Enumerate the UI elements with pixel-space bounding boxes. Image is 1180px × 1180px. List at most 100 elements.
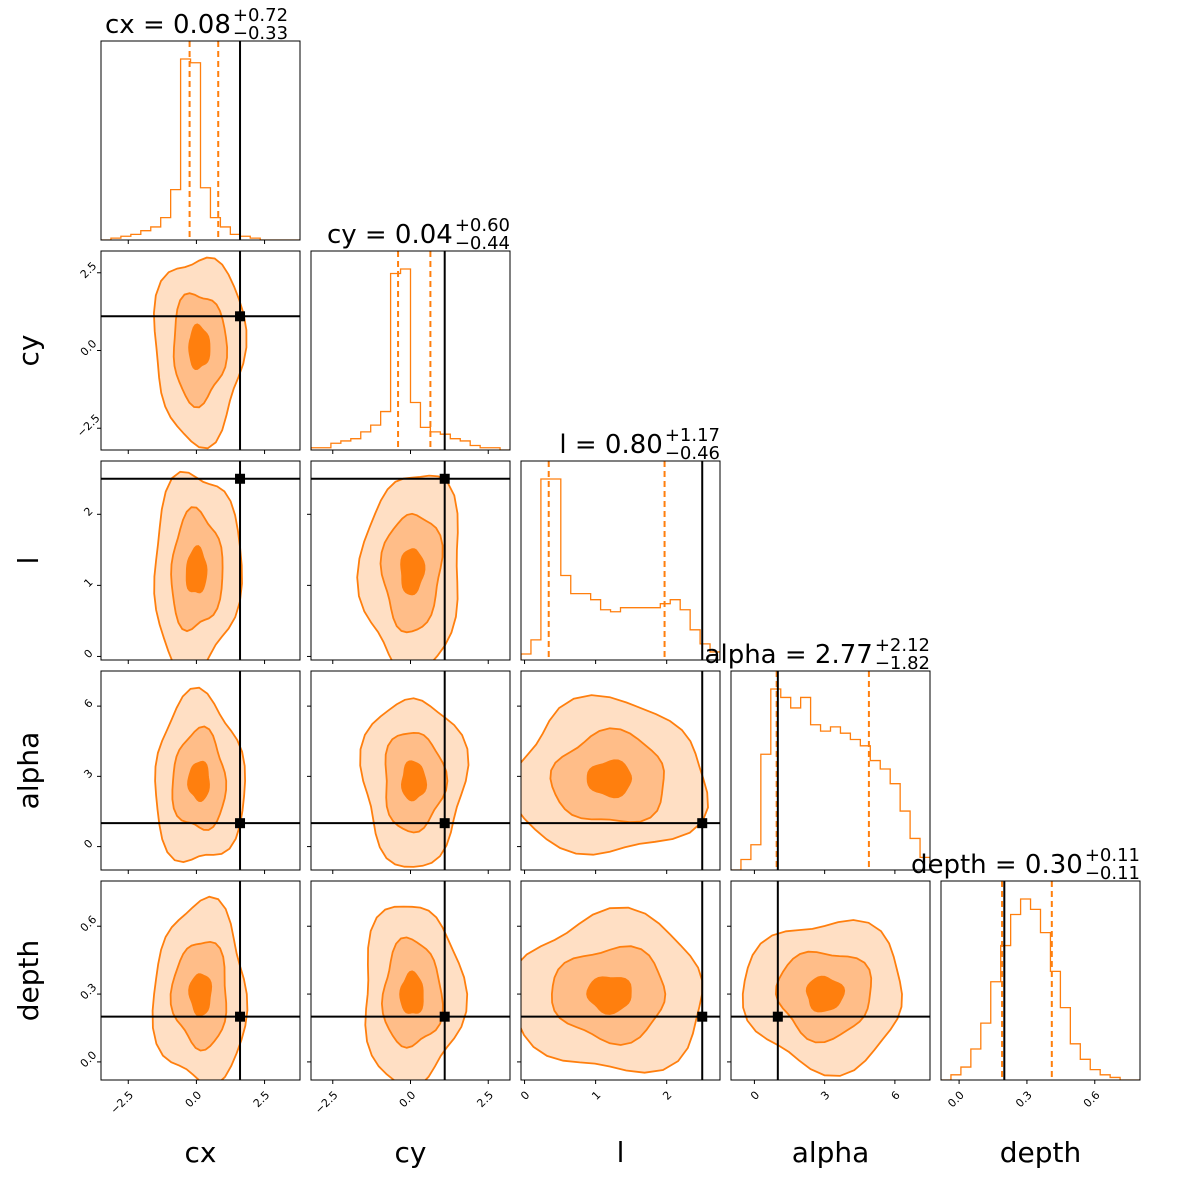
panel-frame [730, 880, 931, 1081]
panel-frame [100, 880, 301, 1081]
truth-marker [697, 818, 708, 829]
histogram-step-depth [941, 898, 1140, 1080]
title-upper-error: +0.60 [455, 215, 510, 236]
tick-label-y-alpha: 6 [81, 697, 95, 711]
title-value: l = 0.80 [559, 430, 662, 460]
title-value: depth = 0.30 [911, 850, 1083, 880]
tick-label-x-l: 0 [518, 1089, 532, 1103]
panel-frame [520, 880, 721, 1081]
truth-marker [439, 473, 450, 484]
title-upper-error: +0.72 [233, 5, 288, 26]
contour-level-3 [187, 760, 210, 803]
tick-label-x-alpha: 6 [889, 1089, 903, 1103]
tick-label-x-cx: 2.5 [251, 1089, 273, 1111]
contour-panel-cx-depth [101, 881, 300, 1080]
tick-label-y-l: 1 [81, 576, 95, 590]
x-axis-label-depth: depth [1000, 1136, 1082, 1169]
histogram-step-l [521, 478, 720, 660]
contour-panel-cy-l [311, 461, 510, 660]
truth-marker [235, 1011, 246, 1022]
truth-marker [235, 473, 246, 484]
contour-panel-alpha-depth [731, 881, 930, 1080]
title-value: cx = 0.08 [105, 10, 231, 40]
tick-label-y-depth: 0.3 [78, 981, 100, 1003]
title-lower-error: −0.33 [233, 23, 288, 44]
tick-label-y-cy: 0.0 [78, 337, 100, 359]
title-lower-error: −1.82 [875, 653, 930, 674]
contour-level-3 [400, 760, 428, 802]
contour-level-3 [188, 973, 213, 1017]
y-axis-label-l: l [12, 557, 45, 565]
truth-marker [235, 818, 246, 829]
contour-panel-cx-alpha [101, 671, 300, 870]
tick-label-x-cy: −2.5 [312, 1089, 340, 1117]
title-upper-error: +2.12 [875, 635, 930, 656]
diagonal-titles: cx = 0.08 +0.72−0.33 cy = 0.04 +0.60−0.44 l … [105, 5, 1140, 884]
x-axis-label-cx: cx [185, 1136, 217, 1169]
panel-frame [100, 460, 301, 661]
title-alpha: alpha = 2.77 +2.12−1.82 [705, 635, 930, 674]
tick-label-x-alpha: 3 [818, 1089, 832, 1103]
contour-panel-l-alpha [521, 671, 720, 870]
x-axis-label-l: l [617, 1136, 625, 1169]
histogram-step-cx [101, 58, 300, 240]
title-value: cy = 0.04 [327, 220, 453, 250]
histogram-panel-alpha [731, 671, 930, 870]
panel-frame [100, 670, 301, 871]
title-lower-error: −0.46 [665, 443, 720, 464]
title-lower-error: −0.44 [455, 233, 510, 254]
tick-label-x-cy: 2.5 [474, 1089, 496, 1111]
y-axis-label-alpha: alpha [12, 732, 45, 810]
x-axis-label-alpha: alpha [792, 1136, 870, 1169]
panel-frame [520, 670, 721, 871]
contour-panel-cy-depth [311, 881, 510, 1080]
tick-label-y-alpha: 0 [81, 837, 95, 851]
tick-label-y-alpha: 3 [81, 767, 95, 781]
tick-label-x-depth: 0.6 [1081, 1089, 1103, 1111]
tick-label-y-l: 2 [81, 505, 95, 519]
title-upper-error: +0.11 [1085, 845, 1140, 866]
title-depth: depth = 0.30 +0.11−0.11 [911, 845, 1140, 884]
tick-label-y-cy: 2.5 [78, 260, 100, 282]
contour-level-3 [188, 323, 211, 371]
contour-panel-cy-alpha [311, 671, 510, 870]
tick-label-y-cy: −2.5 [74, 412, 102, 440]
contour-panel-cx-l [101, 461, 300, 660]
tick-label-x-depth: 0.3 [1013, 1089, 1035, 1111]
truth-marker [235, 311, 246, 322]
truth-marker [697, 1011, 708, 1022]
tick-label-y-depth: 0.6 [78, 913, 100, 935]
x-axis-label-cy: cy [395, 1136, 427, 1169]
tick-label-x-cx: −2.5 [108, 1089, 136, 1117]
tick-label-x-l: 1 [589, 1089, 603, 1103]
title-cy: cy = 0.04 +0.60−0.44 [327, 215, 510, 254]
truth-marker [439, 1011, 450, 1022]
contour-level-3 [400, 548, 426, 596]
contour-panel-l-depth [521, 881, 720, 1080]
title-upper-error: +1.17 [665, 425, 720, 446]
tick-label-x-cx: 0.0 [183, 1089, 205, 1111]
histogram-panel-l [521, 461, 720, 660]
contour-level-3 [586, 976, 632, 1015]
contour-level-3 [399, 970, 424, 1014]
tick-label-x-depth: 0.0 [945, 1089, 967, 1111]
corner-panels [97, 40, 1141, 1084]
truth-marker [439, 818, 450, 829]
y-axis-label-cy: cy [12, 335, 45, 367]
histogram-step-alpha [731, 688, 930, 870]
panel-frame [940, 880, 1141, 1081]
panel-frame [100, 40, 301, 241]
contour-level-3 [185, 545, 208, 594]
tick-label-x-l: 2 [660, 1089, 674, 1103]
tick-label-x-alpha: 0 [748, 1089, 762, 1103]
title-cx: cx = 0.08 +0.72−0.33 [105, 5, 288, 44]
contour-panel-cx-cy [101, 251, 300, 450]
histogram-step-cy [311, 268, 510, 450]
contour-level-3 [805, 975, 846, 1013]
title-l: l = 0.80 +1.17−0.46 [559, 425, 720, 464]
tick-label-y-depth: 0.0 [78, 1049, 100, 1071]
tick-label-y-l: 0 [81, 647, 95, 661]
histogram-panel-cx [101, 41, 300, 240]
histogram-panel-depth [941, 881, 1140, 1080]
